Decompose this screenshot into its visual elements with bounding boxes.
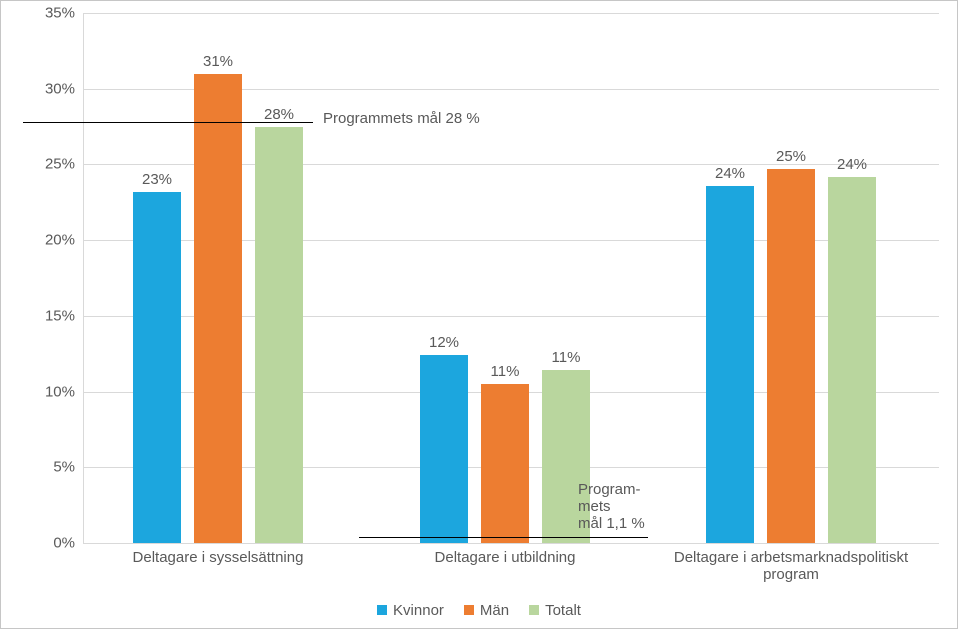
legend-label: Totalt: [545, 602, 581, 619]
bar-value-label: 12%: [414, 334, 474, 351]
legend: Kvinnor Män Totalt: [1, 602, 957, 621]
target-label: Program- mets mål 1,1 %: [578, 481, 645, 532]
legend-item: Män: [464, 602, 509, 619]
bar-value-label: 31%: [188, 53, 248, 70]
bar: [420, 355, 468, 543]
legend-item: Totalt: [529, 602, 581, 619]
bar-value-label: 28%: [249, 106, 309, 123]
y-tick-label: 35%: [35, 5, 75, 22]
y-tick-label: 10%: [35, 383, 75, 400]
legend-item: Kvinnor: [377, 602, 444, 619]
y-tick-label: 20%: [35, 232, 75, 249]
bar-value-label: 11%: [475, 363, 535, 380]
legend-label: Män: [480, 602, 509, 619]
y-tick-label: 0%: [35, 535, 75, 552]
bar: [133, 192, 181, 543]
bar-value-label: 23%: [127, 171, 187, 188]
y-axis-line: [83, 13, 84, 543]
gridline: [83, 13, 939, 14]
legend-swatch: [377, 605, 387, 615]
bar-value-label: 11%: [536, 349, 596, 366]
x-category-label: Deltagare i sysselsättning: [83, 549, 353, 566]
bar: [481, 384, 529, 543]
gridline: [83, 543, 939, 544]
legend-swatch: [529, 605, 539, 615]
bar: [767, 169, 815, 543]
target-line: [359, 537, 648, 538]
bar: [828, 177, 876, 543]
x-category-label: Deltagare i arbetsmarknadspolitiskt prog…: [656, 549, 926, 583]
y-tick-label: 5%: [35, 459, 75, 476]
bar: [706, 186, 754, 543]
legend-label: Kvinnor: [393, 602, 444, 619]
bar: [194, 74, 242, 543]
y-tick-label: 30%: [35, 80, 75, 97]
bar: [255, 127, 303, 543]
bar-value-label: 24%: [700, 165, 760, 182]
legend-swatch: [464, 605, 474, 615]
plot-area: 0%5%10%15%20%25%30%35%23%31%28%12%11%11%…: [83, 13, 939, 543]
bar-value-label: 24%: [822, 156, 882, 173]
bar-value-label: 25%: [761, 148, 821, 165]
y-tick-label: 15%: [35, 307, 75, 324]
y-tick-label: 25%: [35, 156, 75, 173]
target-label: Programmets mål 28 %: [323, 110, 480, 127]
target-line: [23, 122, 313, 123]
chart-frame: 0%5%10%15%20%25%30%35%23%31%28%12%11%11%…: [0, 0, 958, 629]
x-category-label: Deltagare i utbildning: [370, 549, 640, 566]
